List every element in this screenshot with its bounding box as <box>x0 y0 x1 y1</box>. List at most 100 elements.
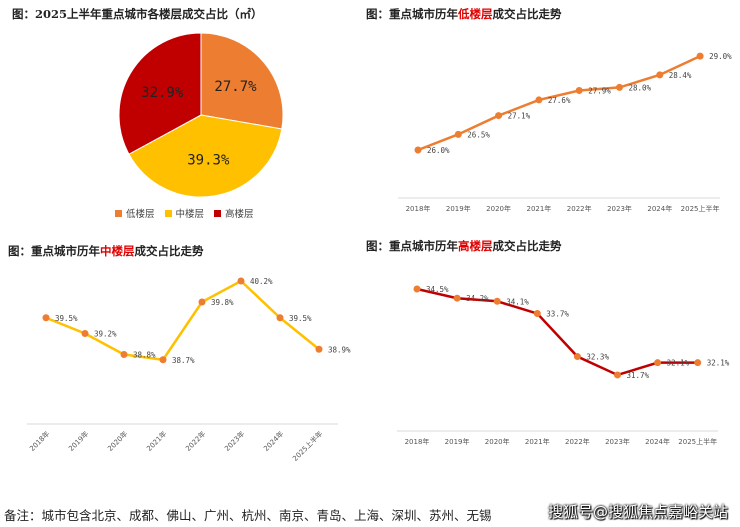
data-point <box>533 310 541 318</box>
x-tick-label: 2019年 <box>446 204 471 213</box>
x-tick-label: 2025上半年 <box>678 437 717 446</box>
data-label: 34.2% <box>466 294 489 303</box>
data-point <box>120 351 128 358</box>
pie-slice-label: 27.7% <box>214 79 257 95</box>
legend-item-high: 高楼层 <box>214 206 254 220</box>
title-highlight: 低楼层 <box>458 7 493 21</box>
data-label: 39.2% <box>94 330 117 339</box>
title-prefix: 图：重点城市历年 <box>8 244 100 258</box>
x-tick-label: 2020年 <box>105 429 129 453</box>
x-tick-label: 2023年 <box>607 204 632 213</box>
data-label: 34.1% <box>506 297 529 306</box>
title-suffix: 成交占比走势 <box>134 244 204 258</box>
x-tick-label: 2025上半年 <box>681 204 720 213</box>
pie-slice <box>118 32 202 155</box>
data-label: 38.8% <box>133 351 156 360</box>
series-line <box>45 279 320 362</box>
pie-slice-label: 39.3% <box>187 152 230 168</box>
x-tick-label: 2021年 <box>525 437 550 446</box>
data-point <box>237 277 245 285</box>
data-point <box>575 87 583 95</box>
data-point <box>656 71 664 79</box>
x-tick-label: 2022年 <box>567 204 592 213</box>
data-point <box>573 353 581 361</box>
x-tick-label: 2024年 <box>647 204 672 213</box>
data-label: 27.1% <box>508 112 531 121</box>
data-point <box>159 356 167 364</box>
title-prefix: 图：重点城市历年 <box>366 239 458 253</box>
data-label: 28.0% <box>629 83 652 92</box>
pie-slice <box>200 32 284 130</box>
x-tick-label: 2020年 <box>486 204 511 213</box>
data-label: 27.6% <box>548 96 571 105</box>
x-tick-label: 2023年 <box>605 437 630 446</box>
data-label: 26.5% <box>467 130 490 139</box>
data-point <box>535 96 543 104</box>
footer-note: 备注：城市包含北京、成都、佛山、广州、杭州、南京、青岛、上海、深圳、苏州、无锡 <box>4 508 492 523</box>
pie-slice-label: 32.9% <box>141 85 184 101</box>
data-point <box>414 146 422 154</box>
x-tick-label: 2025上半年 <box>291 429 325 463</box>
pie-legend: 低楼层 中楼层 高楼层 <box>115 206 254 220</box>
x-tick-label: 2018年 <box>27 429 51 453</box>
legend-label: 低楼层 <box>126 209 155 220</box>
low-floor-chart-title: 图：重点城市历年低楼层成交占比走势 <box>366 6 562 22</box>
watermark: 搜狐号@搜狐焦点嘉峪关站 <box>547 503 728 521</box>
data-point <box>616 83 623 91</box>
data-point <box>696 52 704 60</box>
pie-chart-title: 图：2025上半年重点城市各楼层成交占比（㎡） <box>12 7 263 21</box>
data-point <box>42 314 50 322</box>
data-label: 32.3% <box>586 353 609 362</box>
data-label: 38.9% <box>328 345 351 354</box>
x-tick-label: 2024年 <box>645 437 670 446</box>
x-tick-label: 2020年 <box>485 437 510 446</box>
data-label: 39.8% <box>211 298 234 307</box>
title-highlight: 高楼层 <box>458 239 493 253</box>
data-point <box>276 314 284 322</box>
data-point <box>694 359 702 367</box>
data-point <box>453 294 461 302</box>
data-point <box>198 298 206 306</box>
legend-label: 高楼层 <box>225 209 254 220</box>
data-label: 27.9% <box>588 87 611 96</box>
legend-label: 中楼层 <box>175 209 205 220</box>
legend-swatch <box>115 210 122 217</box>
data-label: 29.0% <box>709 52 732 61</box>
x-tick-label: 2024年 <box>261 429 285 453</box>
x-tick-label: 2021年 <box>144 429 168 453</box>
data-point <box>614 371 621 379</box>
data-label: 28.4% <box>669 71 692 80</box>
legend-swatch <box>214 210 222 217</box>
data-label: 26.0% <box>427 146 450 155</box>
title-highlight: 中楼层 <box>100 244 135 258</box>
data-point <box>454 130 462 138</box>
data-point <box>413 285 421 293</box>
data-point <box>654 359 662 367</box>
x-tick-label: 2019年 <box>445 437 470 446</box>
series-line <box>416 287 698 377</box>
x-tick-label: 2022年 <box>565 437 590 446</box>
legend-swatch <box>164 210 172 217</box>
series-line <box>417 54 701 152</box>
legend-item-mid: 中楼层 <box>164 206 205 220</box>
legend-item-low: 低楼层 <box>115 206 155 220</box>
data-point <box>81 330 89 337</box>
data-label: 38.7% <box>172 356 195 365</box>
data-point <box>315 345 323 353</box>
data-label: 34.5% <box>426 285 449 294</box>
x-tick-label: 2018年 <box>405 437 430 446</box>
data-label: 32.1% <box>707 359 730 368</box>
data-point <box>493 297 501 305</box>
x-tick-label: 2021年 <box>526 204 551 213</box>
x-tick-label: 2023年 <box>222 429 246 453</box>
data-label: 40.2% <box>250 277 273 286</box>
x-tick-label: 2018年 <box>406 204 431 213</box>
high-floor-chart-title: 图：重点城市历年高楼层成交占比走势 <box>366 238 562 254</box>
mid-floor-chart-title: 图：重点城市历年中楼层成交占比走势 <box>8 243 204 259</box>
pie-slice <box>128 114 283 198</box>
data-label: 39.5% <box>55 314 78 323</box>
data-label: 39.5% <box>289 314 312 323</box>
data-label: 33.7% <box>546 310 569 319</box>
